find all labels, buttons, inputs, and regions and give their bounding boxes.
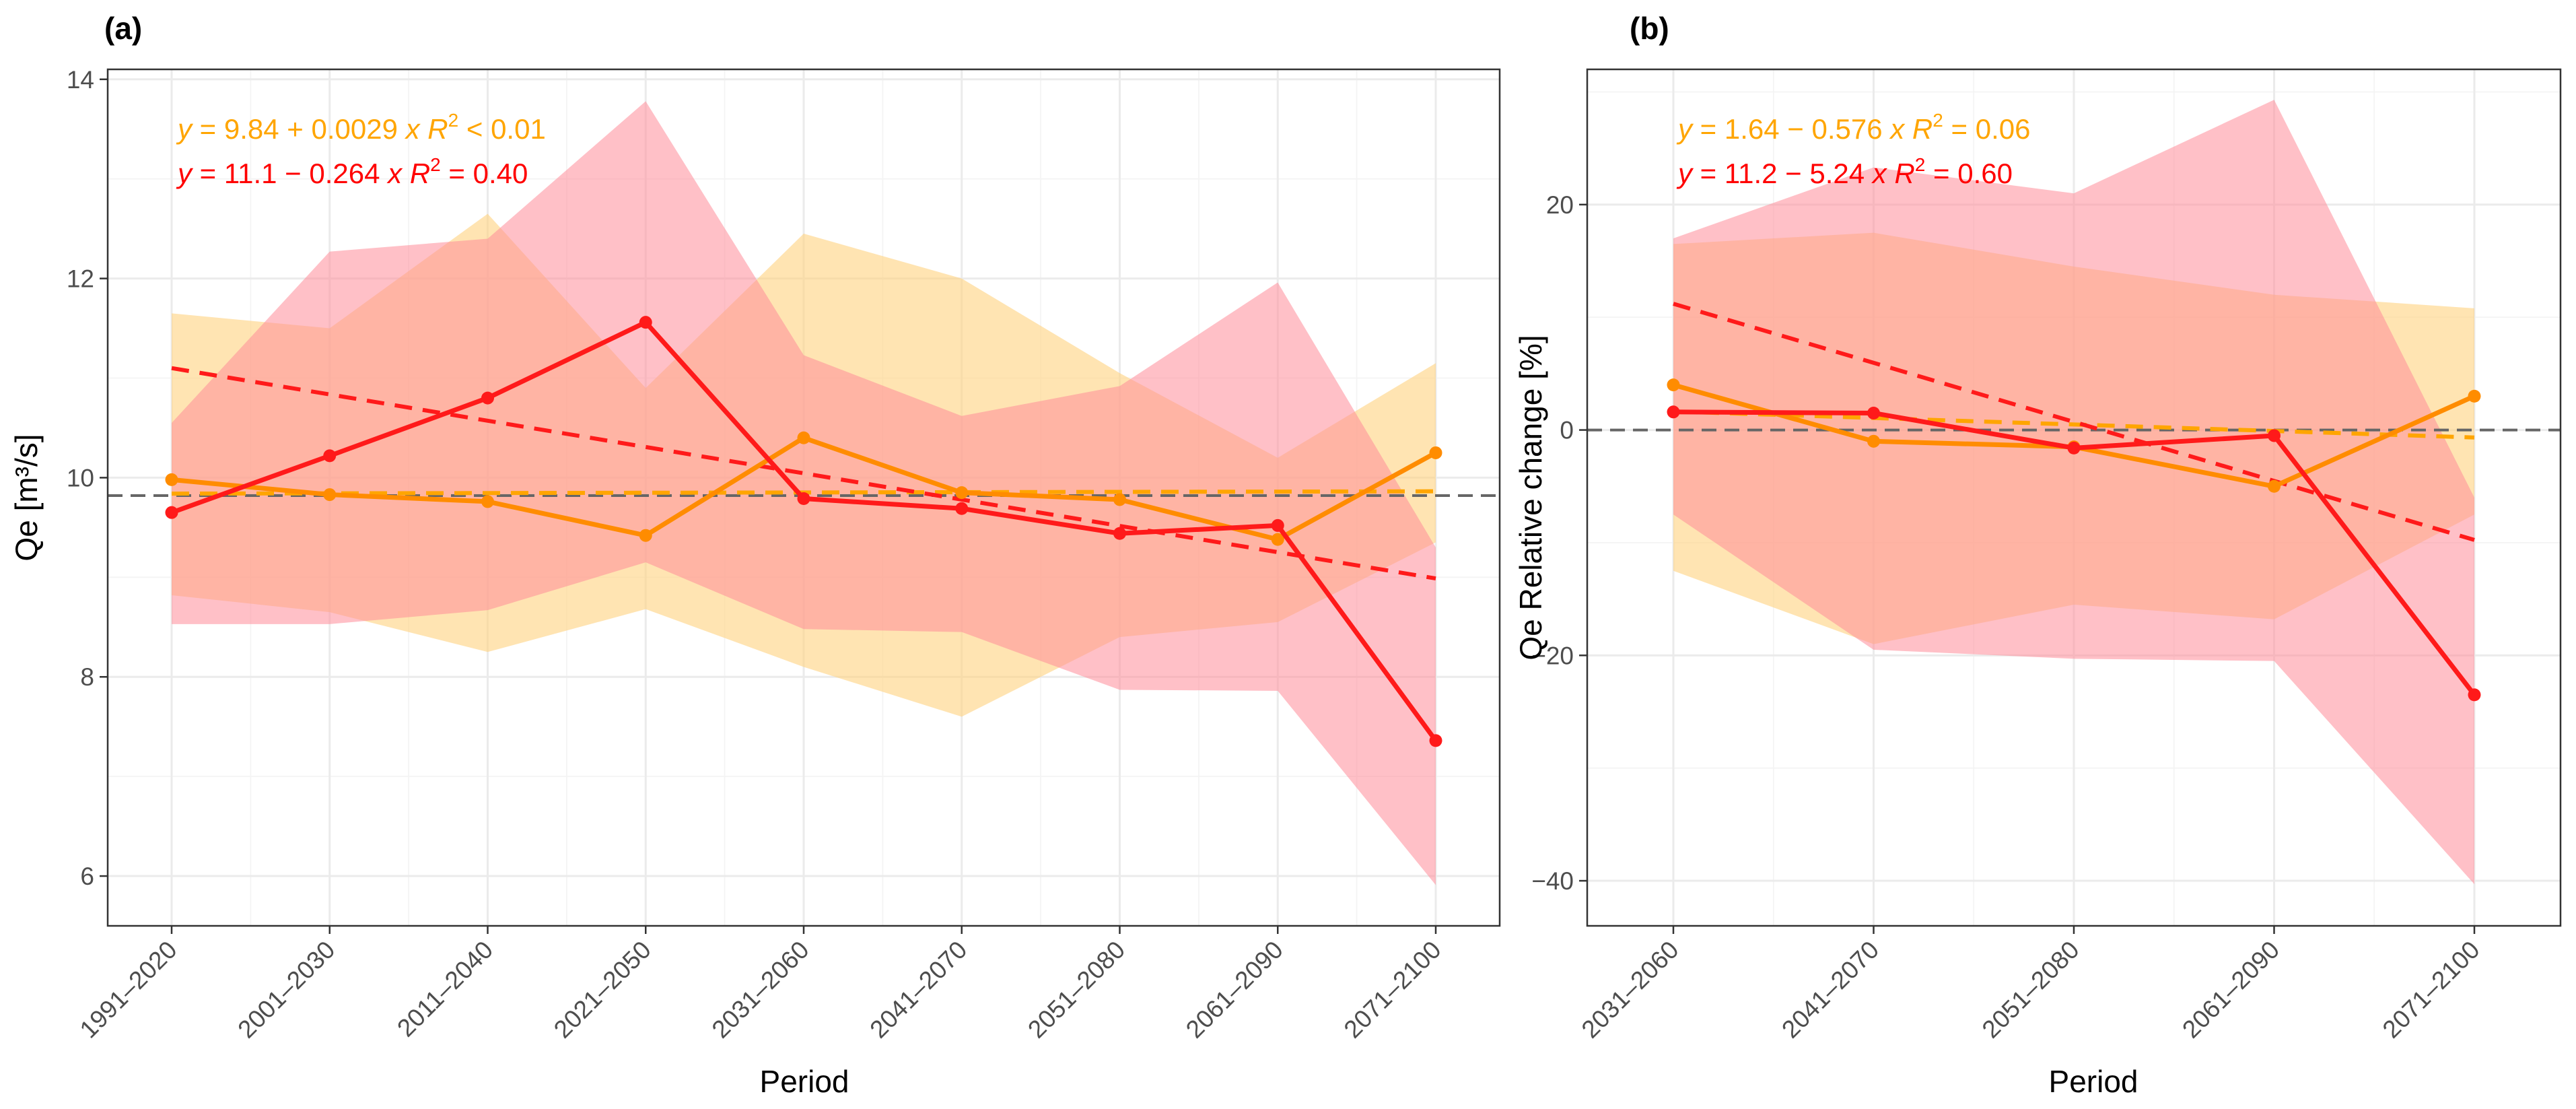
panel-b: (b) −40 −20 0 20 2031–2060 2041–2070 2051–2080 2… xyxy=(1513,11,2562,1099)
equation-part: = 1.64 − 0.576 xyxy=(1692,113,1890,145)
x-tick-label: 2071–2100 xyxy=(1339,936,1447,1044)
equation-part: 2 xyxy=(448,110,459,131)
data-point-red xyxy=(639,316,652,329)
equation-part: = 11.2 − 5.24 xyxy=(1692,158,1873,189)
y-tick-label: 0 xyxy=(1560,417,1574,444)
data-point-red xyxy=(1271,518,1284,532)
equation-part: 2 xyxy=(1933,110,1943,131)
equation-part: = 0.06 xyxy=(1943,113,2031,145)
trend-line-red xyxy=(1673,302,2475,542)
equation-part: R xyxy=(427,113,448,145)
equation-orange: y = 1.64 − 0.576 x R2 = 0.06 xyxy=(1676,110,2030,145)
equation-part: R xyxy=(410,158,430,189)
data-point-red xyxy=(797,492,810,505)
y-axis-title: Qe Relative change [%] xyxy=(1513,335,1548,660)
x-tick-label: 2061–2090 xyxy=(2177,936,2285,1044)
x-tick-label: 2061–2090 xyxy=(1181,936,1288,1044)
equation-red: y = 11.2 − 5.24 x R2 = 0.60 xyxy=(1676,154,2013,189)
equation-part: y xyxy=(1676,158,1694,189)
equation-part xyxy=(402,158,410,189)
x-tick-label: 2051–2080 xyxy=(1977,936,2085,1044)
equation-part: 2 xyxy=(430,154,441,175)
x-tick-label: 2001–2030 xyxy=(232,936,340,1044)
data-point-red xyxy=(1667,405,1680,419)
data-point-orange xyxy=(797,431,810,444)
x-axis-title: Period xyxy=(760,1064,849,1099)
x-tick-label: 2071–2100 xyxy=(2377,936,2485,1044)
data-point-red xyxy=(165,506,178,519)
data-point-red xyxy=(323,449,337,463)
data-point-red xyxy=(2067,441,2081,455)
x-tick-label: 2031–2060 xyxy=(707,936,814,1044)
data-point-red xyxy=(2268,429,2281,442)
data-point-red xyxy=(955,502,969,515)
equation-part: x xyxy=(1871,158,1888,189)
data-point-orange xyxy=(639,529,652,542)
data-point-orange xyxy=(2268,479,2281,493)
equation-part: = 11.1 − 0.264 xyxy=(192,158,388,189)
y-tick-label: 8 xyxy=(80,663,94,691)
data-point-red xyxy=(1867,406,1880,419)
data-point-orange xyxy=(323,488,337,502)
equation-part: y xyxy=(176,158,194,189)
data-point-orange xyxy=(955,486,969,500)
x-tick-label: 2041–2070 xyxy=(864,936,972,1044)
y-tick-label: 14 xyxy=(67,66,94,94)
panel-a: (a) 6 8 10 12 14 1991–2020 2001–2030 2011–2040 20… xyxy=(9,11,1501,1099)
equation-part: x xyxy=(386,158,403,189)
y-tick-label: 6 xyxy=(80,863,94,890)
equation-part: y xyxy=(176,113,194,145)
equation-part: x xyxy=(1889,113,1906,145)
y-tick-label: −20 xyxy=(1531,642,1574,669)
x-tick-label: 2011–2040 xyxy=(392,936,498,1042)
equation-part: = 0.60 xyxy=(1925,158,2013,189)
equation-part: x xyxy=(405,113,421,145)
data-point-red xyxy=(1113,527,1126,540)
data-point-orange xyxy=(165,473,178,486)
data-point-red xyxy=(1429,734,1442,747)
x-tick-label: 2051–2080 xyxy=(1022,936,1130,1044)
data-point-red xyxy=(481,391,494,405)
equation-red: y = 11.1 − 0.264 x R2 = 0.40 xyxy=(176,154,528,189)
x-tick-label: 1991–2020 xyxy=(75,936,182,1044)
panel-label: (b) xyxy=(1630,11,1669,46)
data-point-orange xyxy=(1271,533,1284,546)
panel-label: (a) xyxy=(104,11,142,46)
x-axis-title: Period xyxy=(2049,1064,2138,1099)
equation-orange: y = 9.84 + 0.0029 x R2 < 0.01 xyxy=(176,110,546,145)
equation-part xyxy=(420,113,428,145)
data-point-orange xyxy=(1667,378,1680,392)
data-point-orange xyxy=(1867,434,1880,448)
x-tick-label: 2031–2060 xyxy=(1576,936,1684,1044)
data-point-orange xyxy=(2468,389,2481,403)
equation-part: R xyxy=(1894,158,1914,189)
equation-part: = 0.40 xyxy=(441,158,528,189)
y-tick-label: 20 xyxy=(1546,191,1574,219)
y-tick-label: 10 xyxy=(67,464,94,492)
data-point-orange xyxy=(1429,446,1442,459)
y-axis-title: Qe [m³/s] xyxy=(9,434,44,561)
equation-part xyxy=(1887,158,1895,189)
equation-part: R xyxy=(1912,113,1933,145)
equation-part: y xyxy=(1676,113,1694,145)
band-red xyxy=(1673,100,2474,885)
data-point-orange xyxy=(481,495,494,508)
y-tick-label: 12 xyxy=(67,265,94,293)
trend-line-orange xyxy=(1673,409,2475,440)
data-point-red xyxy=(2468,688,2481,702)
equation-part: = 9.84 + 0.0029 xyxy=(192,113,406,145)
y-tick-label: −40 xyxy=(1531,867,1574,895)
data-point-orange xyxy=(1113,493,1126,506)
x-tick-label: 2021–2050 xyxy=(549,936,656,1044)
x-tick-label: 2041–2070 xyxy=(1776,936,1884,1044)
equation-part: < 0.01 xyxy=(458,113,546,145)
equation-part xyxy=(1904,113,1912,145)
equation-part: 2 xyxy=(1915,154,1926,175)
trend-line-red xyxy=(171,366,1436,581)
